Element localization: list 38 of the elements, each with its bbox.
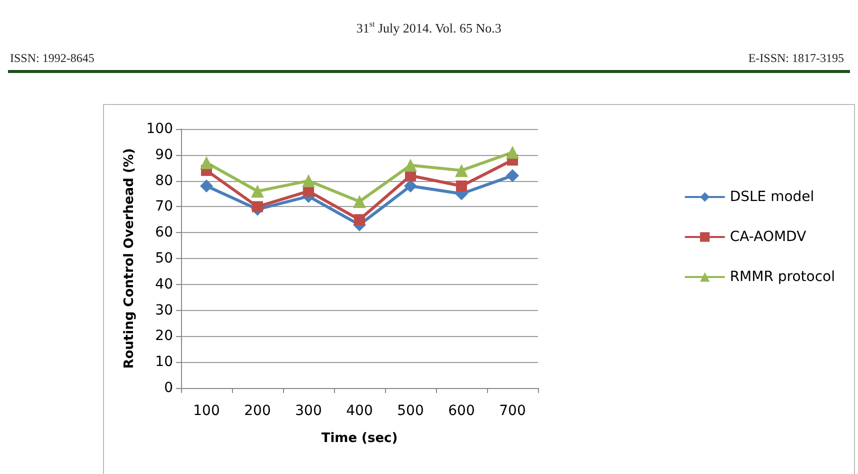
x-tick-label: 200 (244, 403, 271, 419)
legend-label: CA-AOMDV (730, 229, 807, 245)
point (404, 179, 417, 192)
point (354, 214, 365, 226)
point (506, 169, 519, 182)
x-tick-label: 100 (193, 403, 220, 419)
y-tick-label: 10 (155, 354, 173, 370)
point (353, 195, 366, 208)
x-tick-label: 700 (499, 403, 526, 419)
point (506, 146, 519, 159)
point (302, 174, 315, 188)
text: E-ISSN: 1817-3195 (748, 51, 844, 65)
y-tick-label: 30 (155, 302, 173, 318)
point (251, 184, 264, 198)
point (455, 164, 468, 177)
y-tick-label: 50 (155, 250, 173, 266)
y-tick-label: 0 (164, 380, 173, 396)
point (404, 158, 417, 172)
x-tick-label: 600 (448, 403, 475, 419)
point (200, 179, 213, 192)
y-tick-label: 40 (155, 276, 173, 292)
y-tick-label: 70 (155, 198, 173, 215)
y-tick-label: 20 (155, 328, 173, 344)
point (456, 180, 467, 192)
y-tick-label: 60 (155, 224, 173, 241)
x-tick-label: 500 (397, 403, 424, 419)
legend-label: DSLE model (730, 189, 814, 205)
point (200, 156, 213, 170)
text: ISSN: 1992-8645 (10, 51, 94, 65)
x-axis-title: Time (sec) (321, 431, 398, 446)
y-axis-title: Routing Control Overhead (%) (122, 148, 137, 369)
legend-label: RMMR protocol (730, 269, 835, 285)
point (252, 201, 263, 212)
y-tick-label: 90 (155, 146, 173, 163)
x-tick-label: 400 (346, 403, 373, 419)
y-tick-label: 100 (146, 121, 173, 137)
y-tick-label: 80 (155, 172, 173, 189)
x-tick-label: 300 (295, 403, 322, 419)
